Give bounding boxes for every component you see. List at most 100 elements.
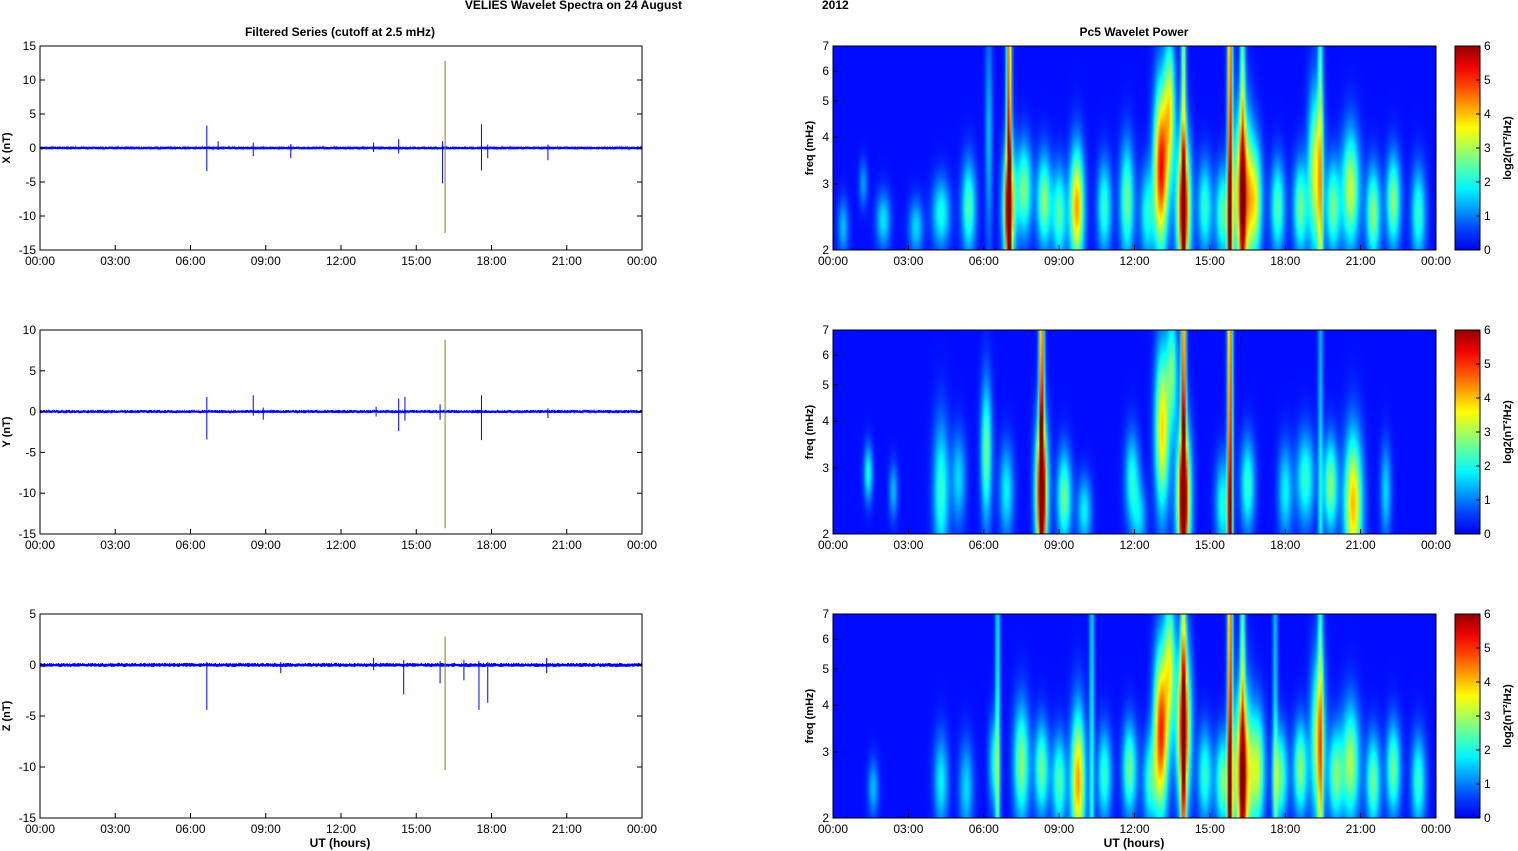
sp-z-colorbar-label: log2(nT²/Hz)	[1502, 684, 1514, 748]
ts-z-xtick-label: 03:00	[100, 822, 130, 836]
ts-x-ytick-label: 15	[23, 39, 37, 53]
sp-z-xtick-label: 15:00	[1195, 822, 1225, 836]
ts-x-trace	[39, 145, 643, 151]
sp-x-power-image	[833, 46, 1436, 250]
ts-y-ytick-label: -5	[25, 445, 36, 459]
ts-z-ytick-label: 0	[29, 658, 36, 672]
sp-x-xtick-label: 21:00	[1346, 254, 1376, 268]
sp-y-colorbar-tick-label: 2	[1484, 459, 1491, 473]
figure-title: VELIES Wavelet Spectra on 24 August	[465, 0, 682, 12]
ts-z-ytick-label: -5	[25, 709, 36, 723]
ts-x-ytick-label: -15	[19, 243, 37, 257]
sp-z-ytick-label: 6	[822, 632, 829, 646]
sp-y-xtick-label: 18:00	[1270, 538, 1300, 552]
sp-z-colorbar-tick-label: 2	[1484, 743, 1491, 757]
sp-y-power-image	[833, 330, 1436, 534]
ts-x-xtick-label: 03:00	[100, 254, 130, 268]
sp-y-colorbar-label: log2(nT²/Hz)	[1502, 400, 1514, 464]
ts-y-ylabel: Y (nT)	[1, 416, 13, 447]
sp-x-ytick-label: 6	[822, 64, 829, 78]
sp-x-xtick-label: 15:00	[1195, 254, 1225, 268]
ts-z-xtick-label: 00:00	[627, 822, 657, 836]
ts-y-ytick-label: 5	[29, 364, 36, 378]
ts-y-ytick-label: -10	[19, 486, 37, 500]
sp-z-ytick-label: 5	[822, 662, 829, 676]
sp-y-colorbar-tick-label: 0	[1484, 527, 1491, 541]
ts-y-trace	[39, 408, 643, 415]
sp-x-xtick-label: 00:00	[1421, 254, 1451, 268]
sp-y-colorbar-tick-label: 5	[1484, 357, 1491, 371]
sp-x-colorbar-tick-label: 6	[1484, 39, 1491, 53]
ts-z-xtick-label: 18:00	[476, 822, 506, 836]
sp-x-xtick-label: 12:00	[1119, 254, 1149, 268]
sp-z-ytick-label: 7	[822, 607, 829, 621]
ts-x-xtick-label: 18:00	[476, 254, 506, 268]
spectrum-x-panel: 2 3 4 5 6 7 00:00 03:00 06:00 09:00 12:00 15:00 18:0…	[804, 39, 1514, 268]
sp-y-xtick-label: 09:00	[1044, 538, 1074, 552]
sp-z-ytick-label: 4	[822, 698, 829, 712]
sp-x-xtick-label: 09:00	[1044, 254, 1074, 268]
ts-z-ylabel: Z (nT)	[1, 700, 13, 731]
sp-x-xtick-label: 00:00	[818, 254, 848, 268]
ts-y-xtick-label: 03:00	[100, 538, 130, 552]
sp-x-ytick-label: 4	[822, 130, 829, 144]
sp-y-ylabel: freq (mHz)	[804, 404, 816, 459]
ts-y-ytick-label: 0	[29, 405, 36, 419]
sp-z-colorbar-tick-label: 0	[1484, 811, 1491, 825]
ts-y-xtick-label: 00:00	[627, 538, 657, 552]
ts-x-ytick-label: 5	[29, 107, 36, 121]
sp-z-xtick-label: 12:00	[1119, 822, 1149, 836]
sp-z-ylabel: freq (mHz)	[804, 688, 816, 743]
sp-y-colorbar-tick-label: 6	[1484, 323, 1491, 337]
ts-y-xtick-label: 09:00	[251, 538, 281, 552]
ts-z-plot-area	[40, 614, 642, 818]
sp-x-xtick-label: 18:00	[1270, 254, 1300, 268]
sp-z-power-image	[833, 614, 1436, 818]
sp-x-ylabel: freq (mHz)	[804, 120, 816, 175]
sp-z-xtick-label: 03:00	[893, 822, 923, 836]
timeseries-x-panel: -15 -10 -5 0 5 10 15 00:00 03:00 06:00 09:00 12:00 1…	[1, 39, 657, 268]
sp-y-ytick-label: 4	[822, 414, 829, 428]
sp-y-ytick-label: 2	[822, 527, 829, 541]
sp-y-colorbar	[1454, 329, 1481, 535]
ts-x-xtick-label: 21:00	[552, 254, 582, 268]
sp-z-xtick-label: 00:00	[818, 822, 848, 836]
spectrum-y-panel: 2 3 4 5 6 7 00:00 03:00 06:00 09:00 12:00 15:00 18:0…	[804, 323, 1514, 552]
sp-z-colorbar-tick-label: 5	[1484, 641, 1491, 655]
sp-y-colorbar-tick-label: 1	[1484, 493, 1491, 507]
sp-y-xtick-label: 12:00	[1119, 538, 1149, 552]
ts-x-xtick-label: 12:00	[326, 254, 356, 268]
ts-z-xtick-label: 12:00	[326, 822, 356, 836]
sp-y-ytick-label: 3	[822, 461, 829, 475]
ts-x-ytick-label: 0	[29, 141, 36, 155]
sp-x-colorbar-label: log2(nT²/Hz)	[1502, 116, 1514, 180]
ts-x-xtick-label: 00:00	[25, 254, 55, 268]
sp-x-xtick-label: 03:00	[893, 254, 923, 268]
ts-x-xtick-label: 00:00	[627, 254, 657, 268]
ts-x-xtick-label: 15:00	[401, 254, 431, 268]
right-xlabel: UT (hours)	[1104, 836, 1165, 850]
sp-x-colorbar-tick-label: 3	[1484, 141, 1491, 155]
ts-y-xtick-label: 12:00	[326, 538, 356, 552]
sp-x-ytick-label: 3	[822, 177, 829, 191]
figure-title-year: 2012	[822, 0, 849, 12]
left-xlabel: UT (hours)	[310, 836, 371, 850]
sp-y-colorbar-tick-label: 4	[1484, 391, 1491, 405]
sp-y-xtick-label: 00:00	[1421, 538, 1451, 552]
right-column-title: Pc5 Wavelet Power	[1080, 25, 1189, 39]
sp-x-colorbar-tick-label: 5	[1484, 73, 1491, 87]
ts-z-trace	[39, 662, 643, 668]
sp-x-colorbar-tick-label: 0	[1484, 243, 1491, 257]
ts-y-plot-area	[40, 330, 642, 534]
ts-z-xtick-label: 09:00	[251, 822, 281, 836]
sp-y-xtick-label: 00:00	[818, 538, 848, 552]
sp-x-colorbar-tick-label: 1	[1484, 209, 1491, 223]
ts-z-xtick-label: 00:00	[25, 822, 55, 836]
ts-x-ytick-label: -5	[25, 175, 36, 189]
sp-x-colorbar-tick-label: 4	[1484, 107, 1491, 121]
ts-x-ytick-label: 10	[23, 73, 37, 87]
timeseries-z-panel: -15 -10 -5 0 5 00:00 03:00 06:00 09:00 12:00 15:00…	[1, 607, 657, 836]
ts-z-ytick-label: -15	[19, 811, 37, 825]
ts-x-ylabel: X (nT)	[1, 132, 13, 163]
